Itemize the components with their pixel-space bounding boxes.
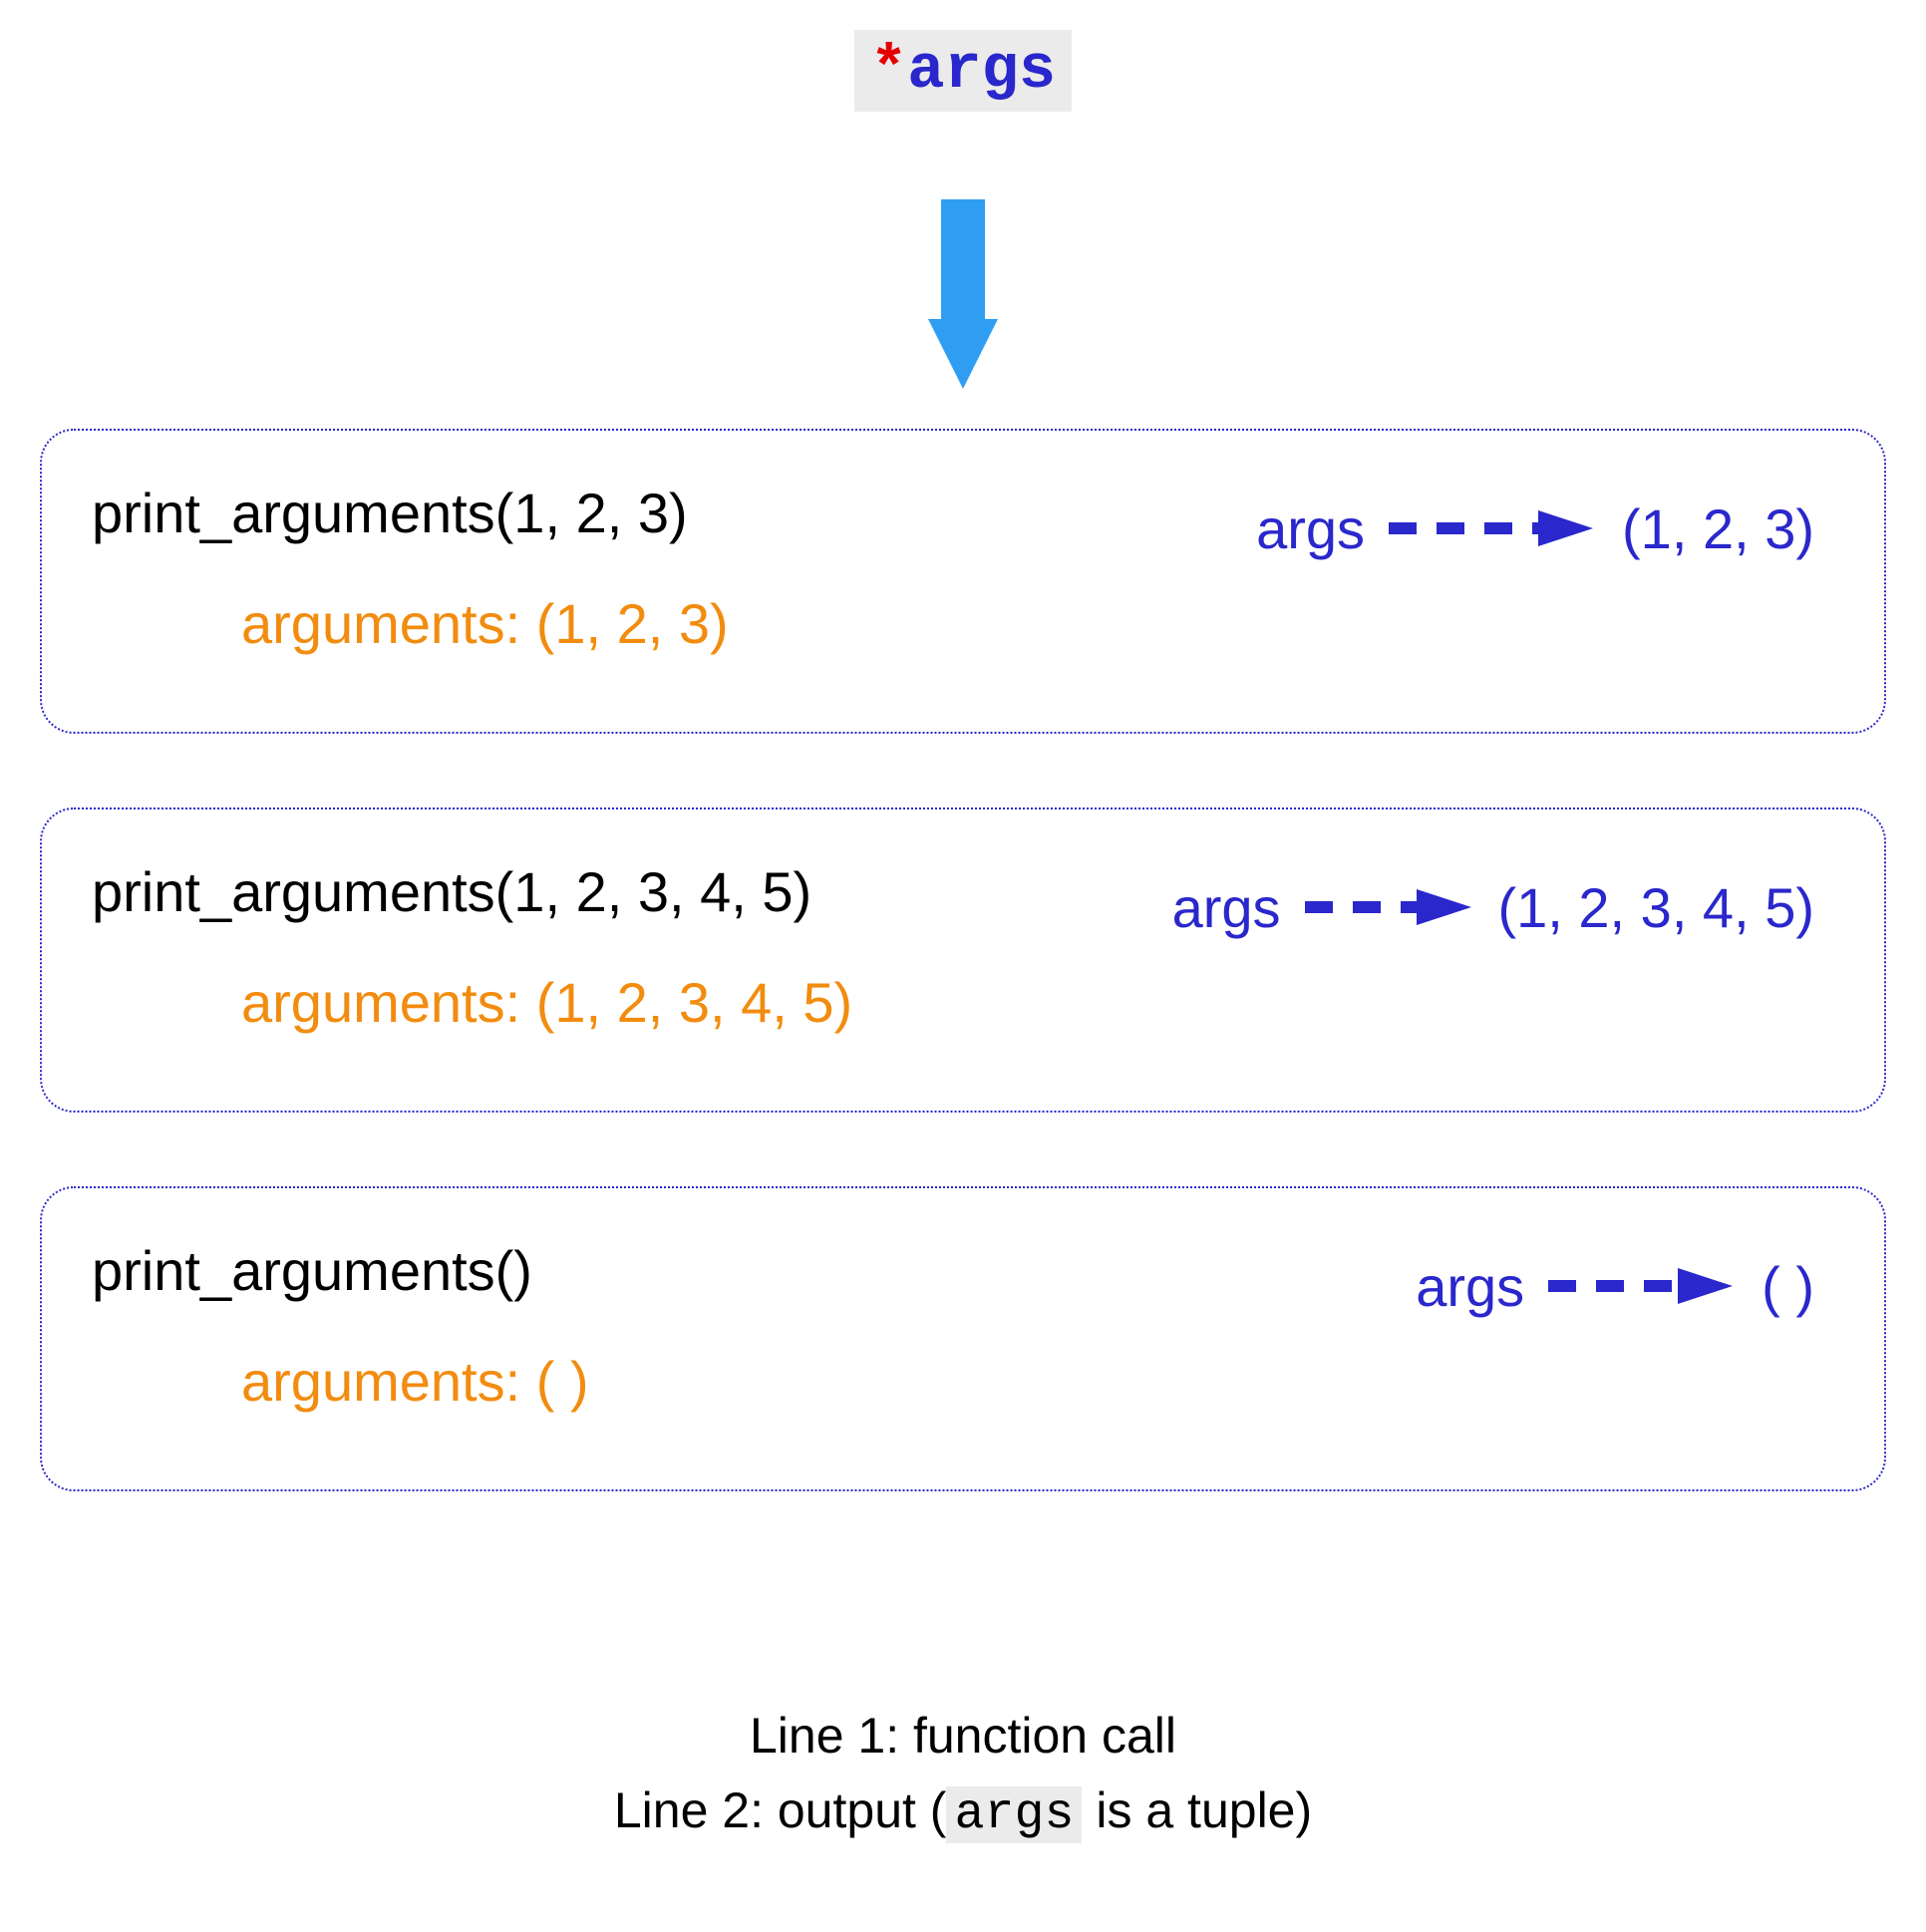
args-mapping: args ( ) (1416, 1254, 1814, 1319)
args-label: args (1256, 496, 1365, 561)
args-mapping: args (1, 2, 3, 4, 5) (1172, 875, 1814, 940)
args-label: args (1416, 1254, 1524, 1319)
tuple-label: (1, 2, 3, 4, 5) (1498, 875, 1815, 940)
header-args: args (907, 35, 1056, 106)
caption: Line 1: function call Line 2: output (ar… (0, 1699, 1926, 1852)
output-text: arguments: ( ) (241, 1349, 1834, 1414)
caption-code-args: args (946, 1786, 1082, 1843)
args-label: args (1172, 875, 1281, 940)
example-card: print_arguments(1, 2, 3, 4, 5) arguments… (40, 807, 1886, 1113)
dashed-arrow-icon (1305, 875, 1474, 940)
dashed-arrow-icon (1389, 496, 1598, 561)
caption-line-2: Line 2: output (args is a tuple) (0, 1773, 1926, 1852)
tuple-label: ( ) (1762, 1254, 1814, 1319)
examples-container: print_arguments(1, 2, 3) arguments: (1, … (40, 429, 1886, 1491)
tuple-label: (1, 2, 3) (1622, 496, 1814, 561)
down-arrow-icon (928, 199, 998, 394)
output-text: arguments: (1, 2, 3, 4, 5) (241, 970, 1834, 1035)
example-card: print_arguments() arguments: ( ) args ( … (40, 1186, 1886, 1491)
dashed-arrow-icon (1548, 1254, 1738, 1319)
output-text: arguments: (1, 2, 3) (241, 591, 1834, 656)
args-mapping: args (1, 2, 3) (1256, 496, 1814, 561)
header-star: * (870, 35, 907, 106)
args-header-badge: *args (854, 30, 1072, 112)
example-card: print_arguments(1, 2, 3) arguments: (1, … (40, 429, 1886, 734)
caption-line-2-suffix: is a tuple) (1082, 1782, 1312, 1838)
caption-line-2-prefix: Line 2: output ( (614, 1782, 947, 1838)
caption-line-1: Line 1: function call (0, 1699, 1926, 1773)
